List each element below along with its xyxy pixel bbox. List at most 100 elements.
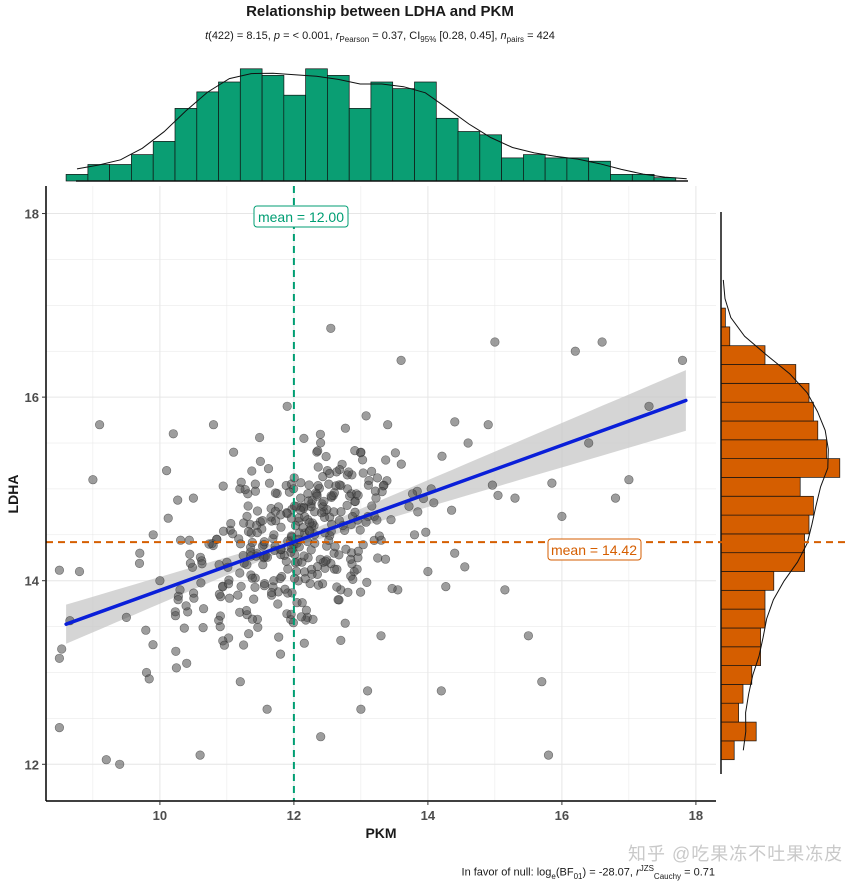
data-point (218, 481, 228, 491)
caption-r-value: = 0.71 (681, 866, 715, 879)
data-point (367, 501, 377, 511)
data-point (236, 581, 246, 592)
right-histogram (720, 212, 841, 774)
data-point (239, 518, 249, 528)
data-point (316, 438, 326, 448)
top-hist-bar (283, 94, 306, 182)
data-point (313, 481, 323, 491)
data-point (296, 493, 306, 503)
right-hist-bar (720, 740, 735, 761)
data-point (263, 464, 274, 474)
regression-line (64, 398, 688, 626)
data-point (54, 653, 65, 663)
data-point (283, 564, 293, 574)
data-point (235, 677, 245, 687)
data-point (243, 526, 254, 537)
data-point (373, 553, 383, 563)
data-point (290, 521, 301, 531)
data-point (255, 432, 265, 443)
data-point (281, 556, 291, 566)
top-hist-bar (131, 154, 154, 182)
caption-r-sup: JZS (639, 864, 654, 873)
data-point (362, 577, 372, 588)
right-hist-bar (720, 684, 744, 704)
data-point (396, 459, 406, 469)
data-point (329, 507, 339, 517)
right-hist-bar (720, 458, 841, 478)
data-point (262, 704, 272, 714)
data-point (135, 548, 145, 558)
data-point (447, 505, 457, 515)
data-point (487, 480, 498, 490)
data-point (176, 535, 186, 545)
data-point (241, 605, 252, 616)
top-hist-bar (370, 81, 394, 182)
right-hist-bar (720, 571, 775, 591)
data-point (243, 501, 253, 511)
data-point (490, 337, 500, 347)
data-point (348, 574, 358, 585)
data-point (94, 420, 105, 430)
y-tick-label: 18 (25, 207, 39, 222)
data-point (299, 551, 309, 561)
data-point (162, 466, 172, 476)
data-point (367, 466, 377, 477)
data-point (315, 429, 326, 439)
data-point (181, 601, 191, 611)
y-tick-label: 12 (25, 757, 39, 772)
data-point (386, 515, 396, 525)
data-point (171, 663, 181, 673)
data-point (304, 496, 314, 506)
x-tick-label: 14 (421, 808, 436, 823)
data-point (409, 530, 420, 540)
data-point (196, 578, 206, 588)
data-point (644, 401, 654, 411)
data-point (372, 473, 383, 483)
data-point (236, 477, 246, 487)
data-point (88, 475, 98, 485)
data-point (173, 595, 183, 605)
data-point (101, 755, 111, 765)
x-tick-label: 12 (287, 808, 301, 823)
data-point (299, 433, 309, 444)
data-point (189, 593, 199, 603)
data-point (326, 491, 336, 501)
data-point (423, 566, 433, 577)
data-point (195, 750, 205, 760)
watermark: 知乎 @吃果冻不吐果冻皮 (628, 844, 844, 864)
data-point (204, 539, 214, 549)
x-tick-label: 18 (689, 808, 703, 823)
data-point (342, 500, 352, 511)
data-point (557, 511, 567, 522)
top-hist-bar (392, 88, 415, 182)
caption-log-sub: e (551, 871, 556, 881)
data-point (297, 598, 307, 608)
data-point (233, 590, 243, 600)
data-point (197, 559, 207, 569)
data-point (363, 686, 373, 696)
y-tick-label: 16 (25, 390, 39, 405)
data-point (252, 527, 262, 538)
data-point (271, 516, 281, 526)
data-point (228, 529, 238, 539)
stat-p: < 0.001 (292, 30, 330, 42)
bayes-factor-caption: In favor of null: loge(BF01) = -28.07, r… (462, 864, 715, 881)
data-point (259, 581, 270, 591)
data-point (188, 493, 198, 503)
data-point (361, 517, 371, 527)
right-hist-bar (720, 477, 801, 497)
caption-r-symbol: r (636, 866, 640, 879)
data-point (173, 495, 183, 505)
data-point (610, 493, 621, 503)
data-point (185, 549, 195, 559)
data-point (363, 480, 374, 490)
top-hist-bar (457, 131, 481, 182)
data-point (250, 479, 260, 489)
data-point (450, 417, 460, 427)
stat-df: 422 (211, 30, 231, 42)
x-tick-label: 16 (555, 808, 569, 823)
data-point (304, 480, 314, 490)
x-mean-label-box: mean = 12.00 (253, 205, 349, 228)
data-point (341, 544, 351, 554)
data-point (421, 527, 431, 537)
